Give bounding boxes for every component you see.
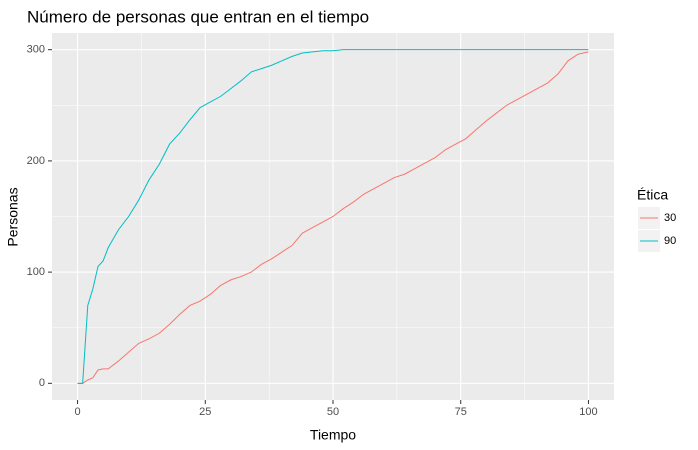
x-tick-label: 0 (74, 406, 80, 418)
y-tick-label: 0 (39, 377, 45, 389)
x-tick-label: 50 (327, 406, 339, 418)
y-axis-title: Personas (5, 187, 21, 246)
series-line (77, 49, 589, 384)
lines (77, 49, 589, 384)
x-tick-label: 100 (579, 406, 597, 418)
legend-label: 30 (664, 212, 676, 224)
legend: Ética 30 90 (637, 187, 676, 252)
y-tick-label: 100 (27, 266, 45, 278)
x-axis-title: Tiempo (310, 427, 356, 443)
y-tick-label: 300 (27, 44, 45, 56)
series-line (77, 51, 589, 384)
legend-label: 90 (664, 235, 676, 247)
legend-title: Ética (637, 187, 668, 203)
y-tick-label: 200 (27, 155, 45, 167)
x-tick-label: 25 (199, 406, 211, 418)
chart-title: Número de personas que entran en el tiem… (27, 7, 369, 26)
x-tick-label: 75 (455, 406, 467, 418)
